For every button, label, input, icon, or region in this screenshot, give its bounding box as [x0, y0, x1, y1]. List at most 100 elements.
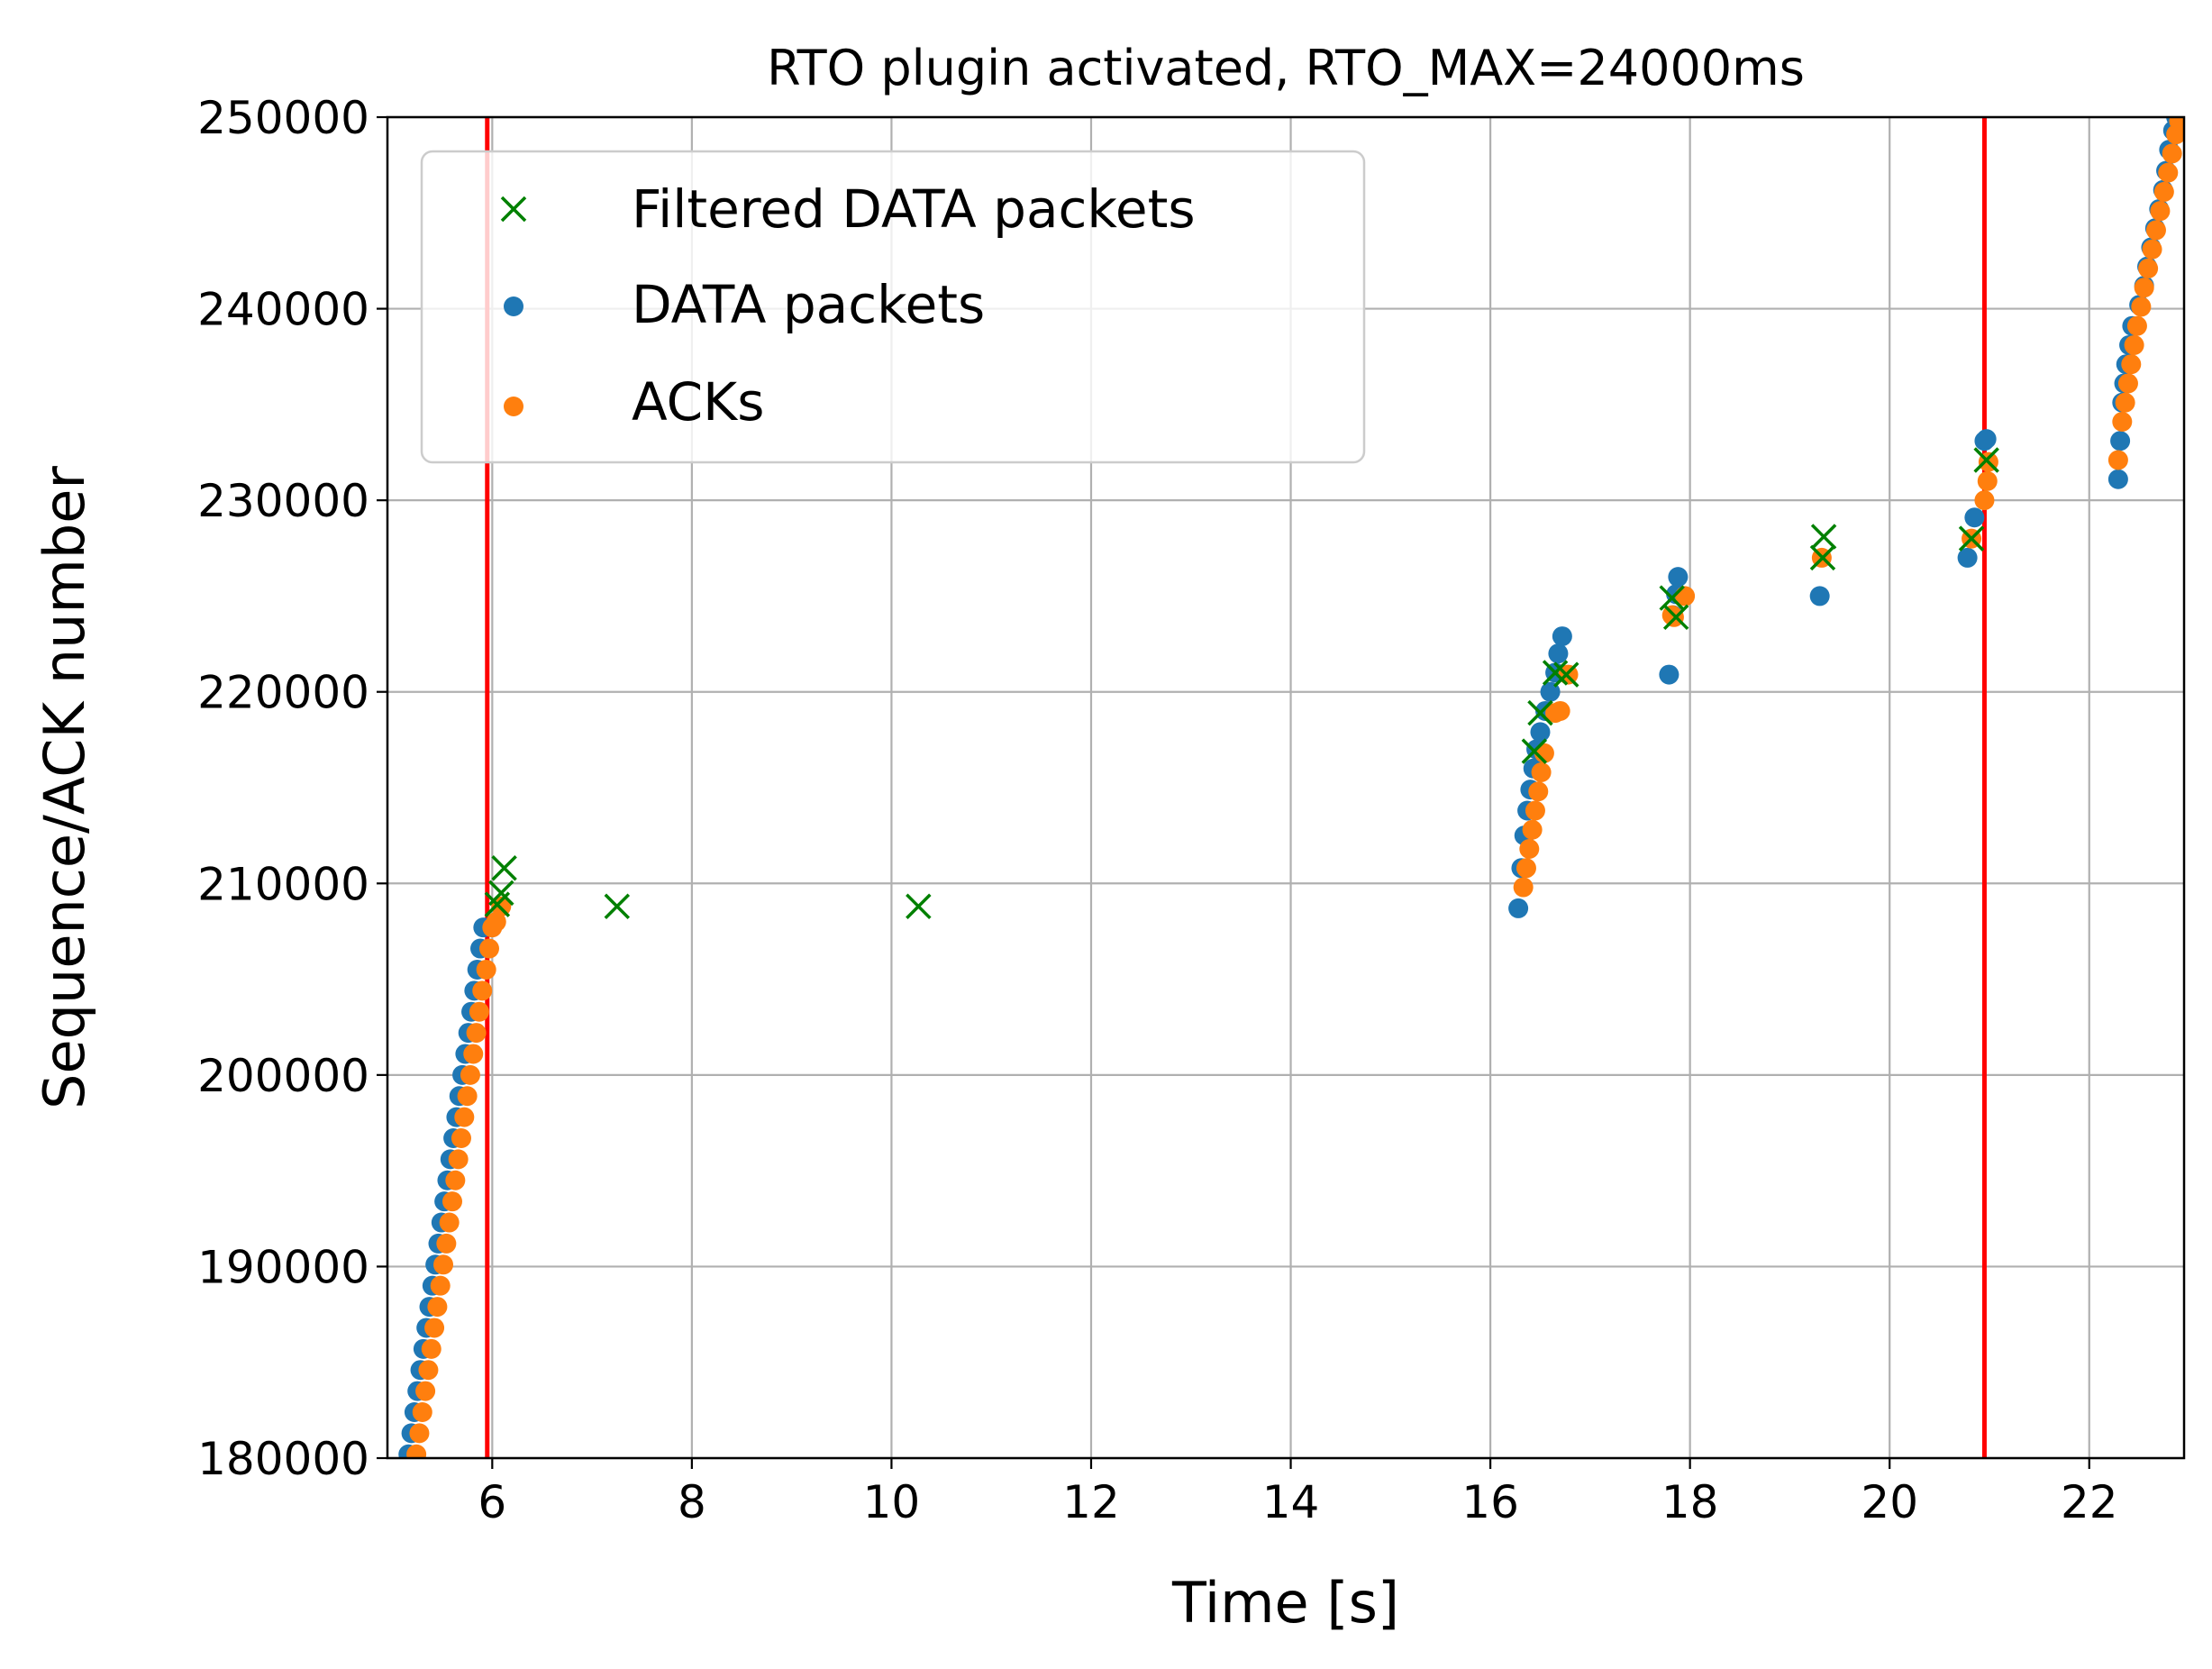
x-axis-label: Time [s]: [1171, 1570, 1399, 1636]
ack-point: [436, 1233, 457, 1254]
filtered-data-point: [1973, 447, 1999, 473]
series-2: [406, 117, 2184, 1458]
ack-point: [409, 1423, 430, 1444]
data-packet-point: [1548, 643, 1569, 664]
data-packet-point: [1964, 507, 1985, 528]
filtered-data-point: [906, 893, 932, 920]
series-0: [484, 447, 1999, 920]
ack-point: [2115, 392, 2135, 413]
x-tick-label: 18: [1661, 1476, 1719, 1528]
data-packet-point: [1530, 722, 1551, 743]
ack-point: [1519, 839, 1540, 860]
filtered-data-point: [1662, 604, 1689, 631]
x-tick-label: 14: [1262, 1476, 1320, 1528]
ack-point: [406, 1444, 427, 1458]
y-tick-label: 230000: [197, 475, 369, 527]
ack-point: [472, 980, 493, 1001]
ack-point: [486, 911, 506, 932]
filtered-data-point: [1527, 699, 1553, 726]
ack-point: [463, 1044, 484, 1064]
ack-point: [2158, 162, 2179, 183]
ack-point: [1550, 700, 1570, 721]
ack-point: [421, 1338, 441, 1359]
data-packet-point: [1552, 626, 1572, 647]
ack-point: [1977, 470, 1998, 491]
ack-point: [1525, 800, 1545, 821]
data-packet-point: [2110, 431, 2131, 451]
x-tick-label: 16: [1461, 1476, 1519, 1528]
ack-point: [418, 1360, 439, 1381]
y-axis-label: Sequence/ACK number: [32, 466, 97, 1109]
y-tick-label: 200000: [197, 1050, 369, 1102]
ack-point: [2131, 296, 2152, 317]
ack-point: [457, 1086, 478, 1107]
ack-point: [2150, 201, 2171, 222]
legend-marker-filtered-icon: [500, 196, 527, 223]
data-packet-point: [1659, 664, 1679, 685]
ack-point: [1531, 762, 1552, 782]
legend-label-data: DATA packets: [632, 274, 985, 335]
filtered-data-point: [604, 893, 631, 920]
data-packet-point: [1508, 898, 1529, 918]
y-axis-ticks: 180000 190000 200000 210000 220000 230000 2400…: [197, 92, 387, 1485]
y-tick-label: 220000: [197, 667, 369, 719]
filtered-data-point: [1542, 660, 1569, 686]
ack-point: [2138, 258, 2159, 278]
ack-point: [415, 1381, 436, 1401]
ack-point: [476, 959, 496, 980]
data-packet-point: [1957, 547, 1978, 568]
legend: Filtered DATA packets DATA packets ACKs: [420, 150, 1366, 464]
ack-point: [412, 1401, 432, 1422]
x-tick-label: 20: [1861, 1476, 1918, 1528]
ack-point: [2112, 411, 2133, 432]
ack-point: [1528, 781, 1549, 802]
ack-point: [451, 1128, 471, 1149]
ack-point: [2134, 278, 2154, 298]
ack-point: [445, 1170, 466, 1190]
x-axis-ticks: 6 8 10 12 14 16 18 20 22: [478, 1458, 2118, 1528]
legend-label-filtered: Filtered DATA packets: [632, 178, 1196, 240]
legend-box: [420, 150, 1366, 464]
data-packet-point: [1976, 429, 1997, 450]
ack-point: [2142, 239, 2162, 260]
ack-point: [427, 1297, 448, 1318]
legend-label-acks: ACKs: [632, 371, 764, 433]
ack-point: [469, 1001, 489, 1022]
ack-point: [2153, 181, 2174, 202]
ack-point: [2162, 143, 2182, 164]
filtered-data-point: [1958, 525, 1985, 552]
ack-point: [442, 1191, 463, 1212]
ack-point: [433, 1254, 454, 1275]
filtered-data-point: [488, 880, 514, 907]
filtered-data-point: [1809, 544, 1836, 571]
ack-point: [424, 1318, 445, 1338]
y-tick-label: 240000: [197, 284, 369, 336]
ack-point: [478, 938, 499, 959]
y-tick-label: 180000: [197, 1433, 369, 1485]
ack-point: [1513, 877, 1534, 898]
legend-marker-acks-icon: [504, 397, 523, 416]
legend-marker-data-icon: [504, 296, 523, 316]
chart-title: RTO plugin activated, RTO_MAX=24000ms: [767, 40, 1805, 96]
y-tick-label: 190000: [197, 1241, 369, 1293]
data-points: [398, 117, 2184, 1458]
ack-point: [2107, 450, 2128, 470]
ack-point: [466, 1023, 487, 1044]
x-tick-label: 8: [678, 1476, 706, 1528]
x-tick-label: 12: [1062, 1476, 1120, 1528]
ack-point: [1522, 819, 1543, 840]
ack-point: [454, 1107, 475, 1127]
ack-point: [2145, 220, 2166, 241]
ack-point: [439, 1212, 460, 1233]
filtered-data-point: [1553, 661, 1579, 688]
ack-point: [2124, 334, 2144, 355]
plot-frame: [386, 115, 2186, 1460]
data-packet-point: [1668, 567, 1689, 588]
data-packet-point: [2107, 469, 2128, 489]
ack-point: [1974, 490, 1995, 511]
filtered-data-point: [491, 855, 517, 881]
filtered-data-point: [1521, 738, 1548, 764]
ack-point: [2126, 315, 2147, 336]
filtered-data-point: [1810, 524, 1837, 550]
